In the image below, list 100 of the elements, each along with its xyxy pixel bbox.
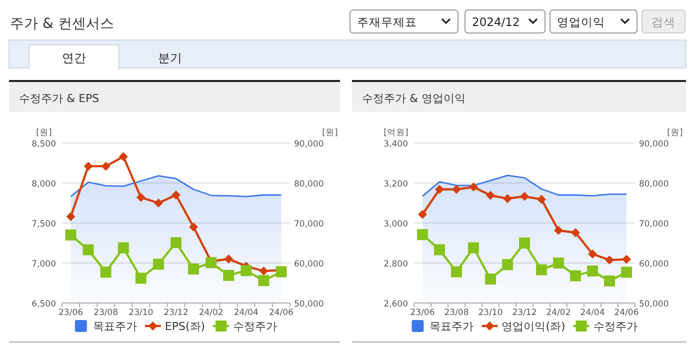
y-tick-label: 6,500 [32,300,56,310]
y-tick-label: 2,600 [384,300,408,310]
y-tick-label: 8,000 [32,180,56,190]
legend-label: EPS(좌) [164,320,206,333]
y2-tick-label: 90,000 [294,140,324,150]
point [100,266,112,278]
y-tick-label: 3,400 [384,140,408,150]
x-tick-label: 23/08 [444,308,469,318]
point [258,275,270,286]
point [622,254,631,264]
y2-tick-label: 70,000 [639,220,669,230]
legend-label: 영업이익(좌) [502,320,566,333]
point [188,264,200,274]
y2-axis-title: [원] [322,128,338,138]
point [417,229,428,240]
legend-label: 수정주가 [593,320,638,333]
point [553,258,564,268]
point [259,266,268,276]
y-tick-label: 3,000 [384,220,408,230]
point [435,184,444,194]
x-tick-label: 24/06 [614,308,639,318]
y-tick-label: 8,500 [32,140,56,150]
text: 2024/12 [472,15,520,29]
point [84,162,93,171]
text: 검색 [652,15,676,29]
x-tick-label: 24/02 [546,308,571,318]
text: 영업이익 [557,15,605,29]
text: 연간 [62,51,86,65]
x-tick-label: 23/08 [94,308,118,318]
x-tick-label: 24/06 [268,308,294,318]
point [571,228,580,238]
point [135,272,146,284]
y2-tick-label: 80,000 [294,180,324,190]
x-tick-label: 23/10 [128,308,154,318]
point [452,184,461,194]
text: 분기 [158,51,182,65]
point [172,190,180,200]
chart-title: 수정주가 & EPS [19,92,100,105]
point [118,152,128,162]
point [554,226,563,235]
x-tick-label: 23/10 [478,308,503,318]
y2-tick-label: 60,000 [294,260,324,270]
point [240,265,252,276]
point [621,266,632,278]
y2-tick-label: 80,000 [639,180,669,190]
point [224,254,234,264]
chart-title: 수정주가 & 영업이익 [362,92,466,105]
y2-tick-label: 50,000 [639,300,669,310]
point [189,222,198,232]
y2-tick-label: 60,000 [639,260,669,270]
point [605,256,614,264]
point [136,192,146,202]
y-tick-label: 7,000 [32,260,56,270]
x-tick-label: 23/06 [410,308,435,318]
point [66,212,76,222]
point [520,192,529,201]
y2-tick-label: 90,000 [639,140,669,150]
point [276,266,287,278]
y2-tick-label: 50,000 [294,300,324,310]
point [65,230,76,240]
point [503,194,512,204]
legend-label: 목표주가 [430,320,474,333]
point [154,198,163,208]
point [502,259,513,270]
x-tick-label: 23/06 [58,308,84,318]
point [486,190,495,200]
point [170,237,182,248]
point [118,242,129,254]
y-axis-title: [억원] [384,128,408,138]
x-tick-label: 24/04 [234,308,258,318]
y-tick-label: 7,500 [32,220,56,230]
point [82,244,94,256]
y-axis-title: [원] [36,128,52,138]
text: 주재무제표 [357,15,417,29]
text: 주가 & 컨센서스 [10,16,114,32]
point [206,257,217,268]
point [536,264,547,276]
point [469,182,478,192]
point [418,210,427,219]
y-tick-label: 2,800 [384,260,408,270]
point [587,266,598,276]
x-tick-label: 24/04 [580,308,605,318]
legend-label: 수정주가 [233,320,278,333]
x-tick-label: 24/02 [198,308,224,318]
point [485,274,496,284]
point [223,270,234,281]
point [570,270,581,282]
point [101,162,110,171]
y-tick-label: 3,200 [384,180,408,190]
point [537,194,546,204]
point [604,276,615,286]
y2-axis-title: [원] [667,128,683,138]
x-tick-label: 23/12 [164,308,188,318]
y2-tick-label: 70,000 [294,220,324,230]
point [588,250,597,258]
point [152,258,164,270]
legend-label: 목표주가 [92,320,137,333]
point [451,266,462,278]
point [434,244,445,256]
x-tick-label: 23/12 [512,308,537,318]
